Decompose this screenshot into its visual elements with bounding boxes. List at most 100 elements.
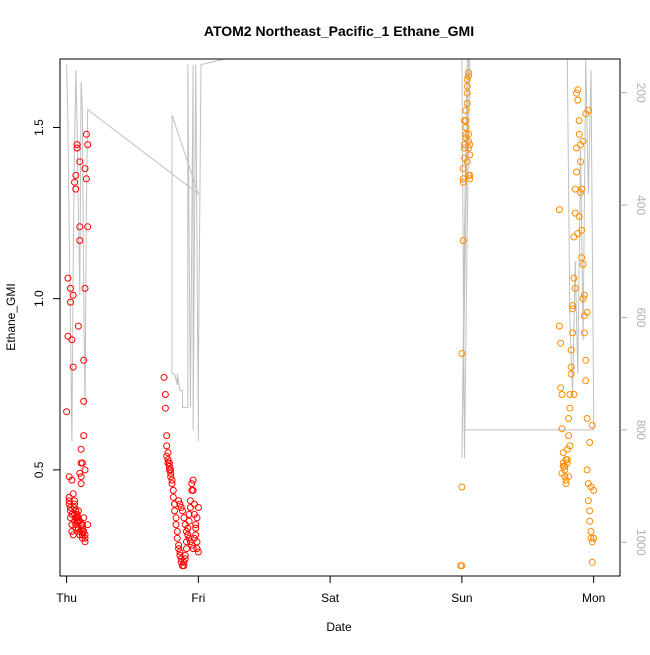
x-axis-label: Date bbox=[326, 620, 352, 634]
data-point bbox=[67, 514, 74, 522]
data-point bbox=[84, 223, 92, 231]
data-point bbox=[569, 329, 577, 337]
data-point bbox=[181, 552, 189, 559]
data-point bbox=[569, 302, 577, 309]
data-point bbox=[74, 322, 82, 330]
data-point bbox=[67, 298, 74, 306]
data-point bbox=[172, 521, 180, 529]
y-tick-label: 1.0 bbox=[32, 290, 46, 307]
data-point bbox=[64, 332, 72, 340]
data-point bbox=[80, 514, 88, 522]
data-point bbox=[81, 531, 89, 539]
data-point bbox=[181, 555, 189, 563]
data-point bbox=[463, 158, 471, 166]
data-point bbox=[565, 473, 573, 481]
data-point bbox=[167, 469, 175, 477]
data-point bbox=[175, 545, 183, 553]
data-point bbox=[163, 432, 171, 440]
data-point bbox=[172, 514, 180, 522]
data-point bbox=[190, 534, 198, 542]
data-point bbox=[84, 141, 92, 149]
data-point bbox=[567, 370, 575, 378]
data-point bbox=[82, 175, 90, 183]
data-point bbox=[163, 452, 171, 460]
x-tick-label: Fri bbox=[191, 591, 205, 605]
data-point bbox=[462, 124, 470, 131]
data-point bbox=[78, 524, 86, 532]
data-point bbox=[574, 86, 582, 94]
data-point bbox=[67, 507, 74, 515]
right-tick-label: 1000 bbox=[634, 529, 648, 556]
data-point bbox=[189, 476, 197, 484]
data-point bbox=[462, 106, 470, 114]
data-point bbox=[565, 415, 573, 422]
data-point bbox=[465, 144, 472, 152]
data-point bbox=[587, 534, 595, 542]
data-point bbox=[76, 237, 84, 244]
data-point bbox=[65, 500, 73, 508]
data-point bbox=[459, 165, 467, 173]
data-points-layer bbox=[63, 69, 598, 570]
data-point bbox=[582, 356, 590, 364]
data-point bbox=[578, 226, 586, 234]
x-tick-label: Sat bbox=[321, 591, 340, 605]
data-point bbox=[179, 507, 186, 515]
data-point bbox=[573, 144, 580, 152]
data-point bbox=[458, 562, 466, 570]
data-point bbox=[194, 548, 202, 556]
data-point bbox=[588, 558, 596, 566]
data-point bbox=[169, 493, 177, 501]
data-point bbox=[462, 130, 470, 138]
data-point bbox=[186, 497, 194, 505]
data-point bbox=[185, 534, 193, 542]
data-point bbox=[180, 562, 188, 570]
data-point bbox=[73, 141, 81, 149]
data-point bbox=[160, 373, 168, 381]
data-point bbox=[466, 151, 474, 159]
data-point bbox=[72, 524, 80, 532]
data-point bbox=[588, 421, 596, 429]
data-point bbox=[571, 185, 579, 193]
data-point bbox=[76, 158, 84, 166]
data-point bbox=[555, 206, 563, 214]
data-point bbox=[463, 82, 471, 90]
data-point bbox=[78, 459, 86, 467]
y-axis-label: Ethane_GMI bbox=[4, 283, 18, 350]
data-point bbox=[557, 384, 565, 392]
data-point bbox=[69, 531, 77, 539]
data-point bbox=[81, 466, 89, 474]
data-point bbox=[465, 137, 472, 145]
data-point bbox=[68, 510, 76, 518]
chart-title: ATOM2 Northeast_Pacific_1 Ethane_GMI bbox=[204, 23, 474, 39]
data-point bbox=[582, 377, 590, 385]
data-point bbox=[583, 308, 591, 316]
data-point bbox=[186, 504, 194, 511]
data-point bbox=[558, 469, 566, 477]
data-point bbox=[466, 141, 474, 149]
data-point bbox=[580, 329, 588, 337]
data-point bbox=[583, 415, 591, 422]
data-point bbox=[185, 510, 193, 518]
data-point bbox=[571, 209, 579, 217]
data-point bbox=[188, 541, 196, 549]
pressure-line bbox=[66, 58, 595, 459]
right-tick-label: 400 bbox=[634, 195, 648, 215]
data-point bbox=[177, 504, 185, 511]
data-point bbox=[575, 130, 583, 138]
data-point bbox=[189, 486, 197, 494]
data-point bbox=[587, 483, 595, 491]
data-point bbox=[161, 391, 169, 398]
data-point bbox=[73, 510, 81, 518]
data-point bbox=[165, 462, 173, 470]
data-point bbox=[562, 480, 570, 488]
data-point bbox=[192, 521, 200, 529]
y-tick-label: 1.5 bbox=[32, 119, 46, 136]
data-point bbox=[183, 545, 190, 553]
data-point bbox=[578, 254, 586, 262]
data-point bbox=[82, 130, 90, 138]
data-point bbox=[168, 480, 176, 488]
data-point bbox=[173, 534, 181, 542]
data-point bbox=[176, 548, 184, 556]
data-point bbox=[68, 476, 76, 484]
